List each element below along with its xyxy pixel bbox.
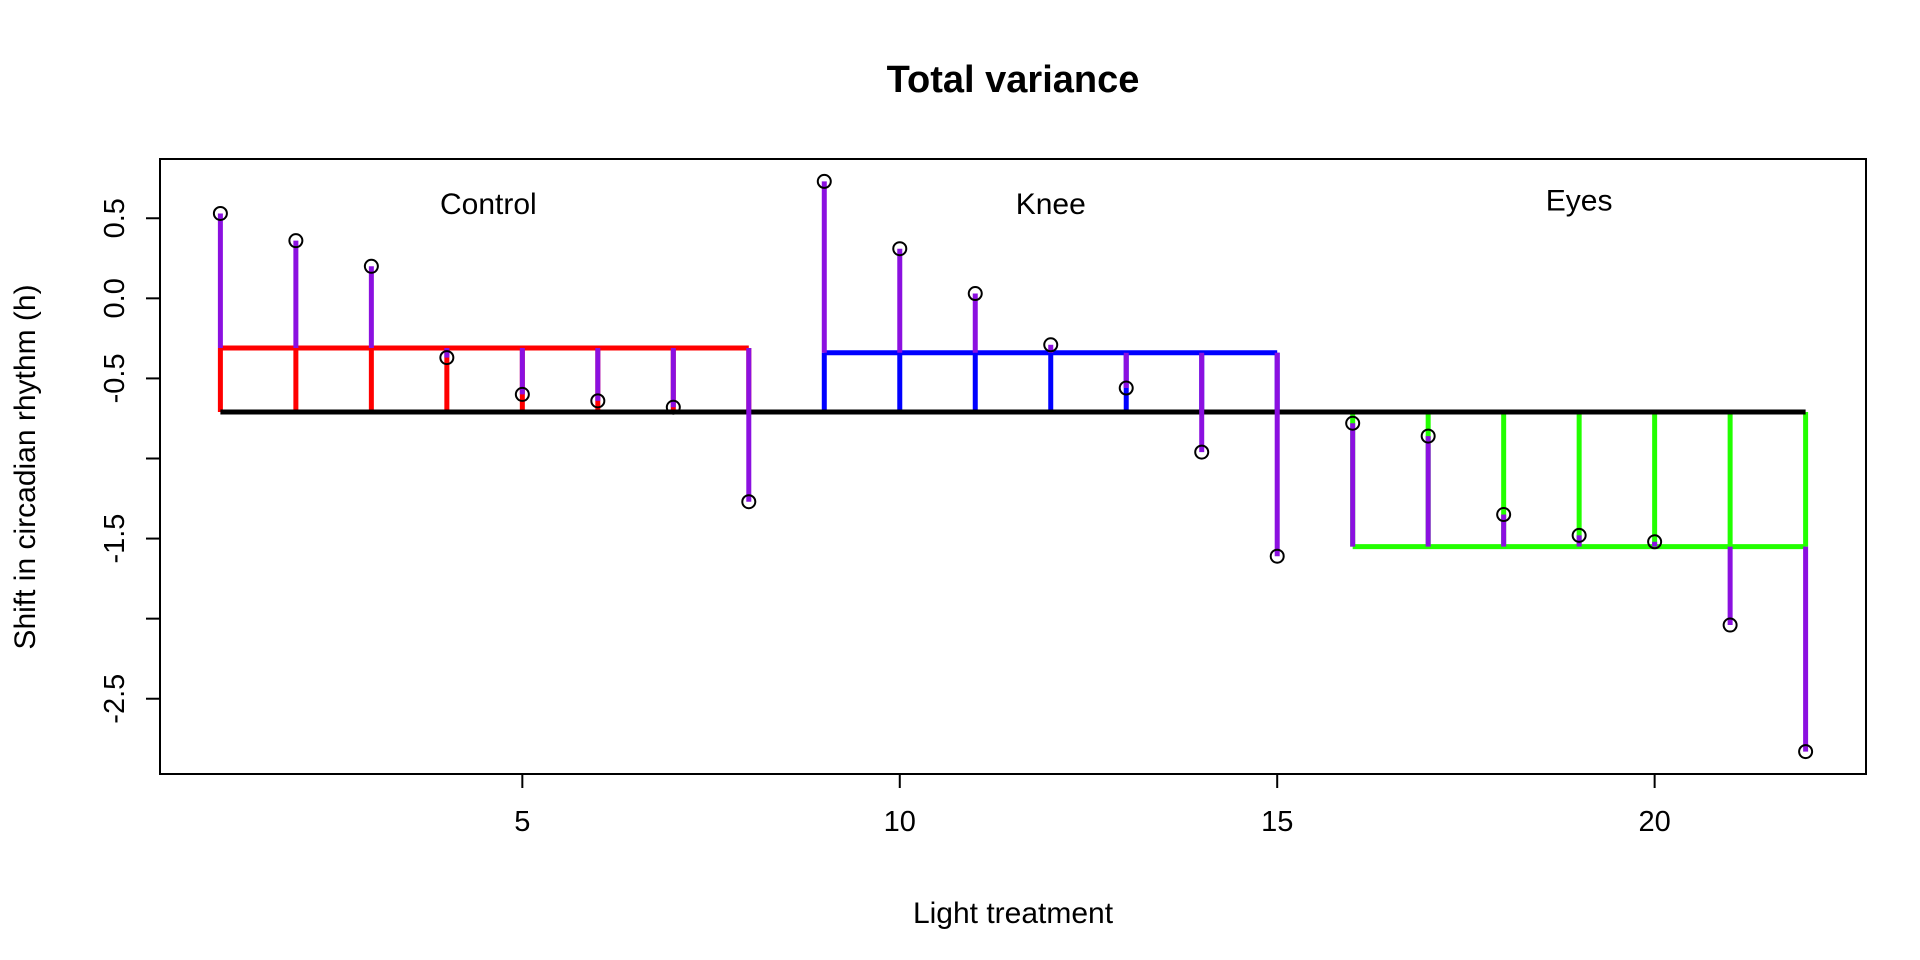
data-point-control-3: [363, 258, 379, 274]
data-point-control-8: [741, 494, 757, 510]
data-point-eyes-22: [1798, 744, 1814, 760]
data-point-knee-11: [967, 286, 983, 302]
y-tick-label-4: -1.5: [99, 514, 131, 564]
y-tick-label-1: 0.0: [99, 278, 131, 318]
data-point-knee-12: [1043, 337, 1059, 353]
chart-marks: Control Knee Eyes: [212, 173, 1814, 760]
data-point-knee-15: [1269, 548, 1285, 564]
group-label-eyes: Eyes: [1546, 185, 1613, 218]
data-point-control-7: [665, 399, 681, 415]
y-axis-label: Shift in circadian rhythm (h): [9, 284, 42, 649]
data-point-knee-10: [892, 241, 908, 257]
data-point-control-6: [590, 393, 606, 409]
data-point-eyes-16: [1345, 415, 1361, 431]
data-point-control-1: [212, 205, 228, 221]
axes: 5 10 15 20 0.5 0.0 -0.5 -1.5 -2.5: [99, 198, 1671, 838]
x-tick-label-20: 20: [1639, 806, 1671, 838]
data-point-control-4: [439, 350, 455, 366]
y-tick-label-0: 0.5: [99, 198, 131, 238]
data-point-eyes-21: [1722, 617, 1738, 633]
data-point-eyes-17: [1420, 428, 1436, 444]
x-tick-label-10: 10: [884, 806, 916, 838]
group-label-knee: Knee: [1016, 188, 1086, 221]
data-point-eyes-19: [1571, 527, 1587, 543]
data-point-control-5: [514, 386, 530, 402]
data-point-knee-13: [1118, 380, 1134, 396]
x-axis-label: Light treatment: [913, 897, 1114, 930]
y-tick-label-6: -2.5: [99, 674, 131, 724]
plot-frame: [159, 158, 1867, 775]
data-point-knee-14: [1194, 444, 1210, 460]
chart-title: Total variance: [887, 59, 1140, 101]
y-tick-label-2: -0.5: [99, 353, 131, 403]
data-point-eyes-20: [1647, 534, 1663, 550]
data-point-eyes-18: [1496, 507, 1512, 523]
group-label-control: Control: [440, 188, 537, 221]
x-tick-label-15: 15: [1261, 806, 1293, 838]
x-tick-label-5: 5: [514, 806, 530, 838]
data-point-knee-9: [816, 173, 832, 189]
data-point-control-2: [288, 233, 304, 249]
